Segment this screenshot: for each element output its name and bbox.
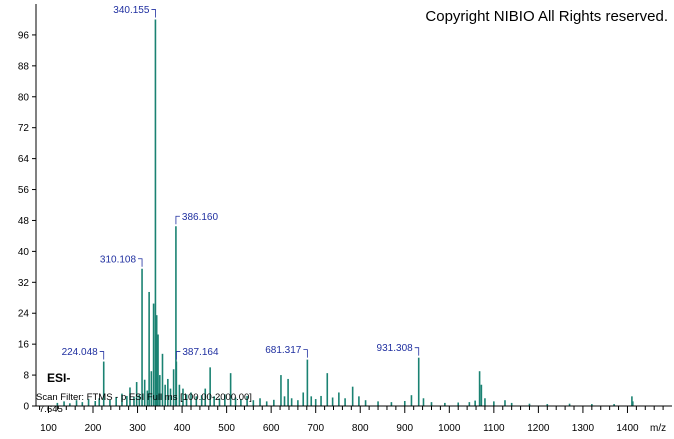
x-tick-label: 500 (218, 423, 235, 434)
x-tick-label: 1400 (616, 423, 639, 434)
peak-annotation: 340.155 (113, 5, 156, 18)
peak-label: 387.164 (182, 347, 219, 358)
x-tick-label: 600 (263, 423, 280, 434)
peak-label: 386.160 (182, 212, 219, 223)
peak-annotation: 386.160 (175, 212, 219, 225)
y-tick-label: 64 (18, 154, 30, 165)
intensity-level-label: 7.645 (39, 404, 63, 415)
peak-annotation: 224.048 (62, 347, 105, 360)
x-tick-label: 1000 (438, 423, 461, 434)
peak-label-leader (175, 351, 181, 360)
y-tick-label: 56 (18, 185, 30, 196)
tick-layer: 0 8 16 24 32 40 48 56 64 72 80 88 96 100 200 300 400 500 6… (18, 30, 664, 434)
y-tick-label: 40 (18, 247, 30, 258)
peak-label: 224.048 (62, 347, 99, 358)
scan-filter-label: Scan Filter: FTMS - p ESI Full ms [100.0… (36, 392, 252, 403)
peak-layer (56, 19, 634, 406)
x-tick-label: 100 (40, 423, 57, 434)
peak-label-leader (99, 351, 105, 360)
peak-label-leader (151, 9, 156, 18)
y-tick-label: 24 (18, 309, 30, 320)
peak-label-leader (414, 347, 420, 356)
x-tick-label: 1100 (483, 423, 505, 434)
y-tick-label: 80 (18, 92, 30, 103)
y-tick-label: 8 (23, 371, 29, 382)
peak-label: 931.308 (377, 343, 414, 354)
y-tick-label: 48 (18, 216, 30, 227)
x-tick-label: 800 (352, 423, 369, 434)
copyright-notice: Copyright NIBIO All Rights reserved. (425, 8, 668, 25)
peak-label: 310.108 (100, 254, 137, 265)
peak-annotation: 387.164 (175, 347, 219, 360)
peak-label-leader (138, 258, 143, 267)
x-tick-label: 1200 (527, 423, 550, 434)
peak-label-leader (175, 215, 180, 225)
peak-label-layer: 340.155 386.160 310.108 224.048 387.164 681.3… (62, 5, 420, 360)
y-tick-label: 0 (23, 402, 29, 413)
x-tick-label: 300 (129, 423, 146, 434)
peak-label: 340.155 (113, 5, 150, 16)
x-axis-label: m/z (650, 423, 666, 434)
axes-layer (35, 4, 672, 407)
peak-label-leader (303, 349, 308, 358)
ionization-mode-label: ESI- (47, 371, 70, 385)
x-tick-label: 900 (396, 423, 413, 434)
y-tick-label: 72 (18, 123, 30, 134)
x-tick-label: 1300 (572, 423, 595, 434)
x-tick-label: 200 (85, 423, 102, 434)
x-tick-label: 400 (174, 423, 191, 434)
peak-annotation: 931.308 (377, 343, 420, 356)
peak-annotation: 310.108 (100, 254, 143, 267)
x-tick-label: 700 (307, 423, 324, 434)
y-tick-label: 32 (18, 278, 30, 289)
peak-annotation: 681.317 (265, 345, 308, 358)
peak-label: 681.317 (265, 345, 302, 356)
y-tick-label: 16 (18, 340, 30, 351)
y-tick-label: 88 (18, 61, 30, 72)
y-tick-label: 96 (18, 30, 30, 41)
